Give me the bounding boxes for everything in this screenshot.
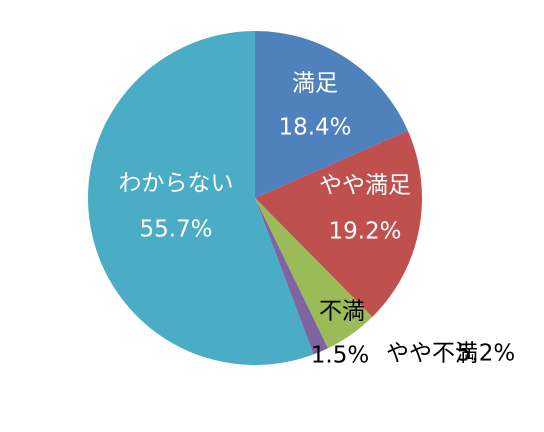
pie-slice — [255, 198, 373, 349]
value-label: 55.7% — [139, 217, 212, 243]
value-label: 1.5% — [311, 343, 369, 369]
value-label: 5.2% — [457, 341, 515, 367]
pie-slice — [255, 198, 328, 355]
category-label: やや不満 — [386, 341, 478, 367]
category-label: わからない — [119, 171, 234, 197]
pie-slice — [88, 31, 314, 365]
value-label: 18.4% — [278, 115, 351, 141]
pie-slice — [255, 31, 408, 198]
category-label: 満足 — [292, 71, 338, 97]
value-label: 19.2% — [328, 219, 401, 245]
category-label: やや満足 — [319, 173, 411, 199]
pie-slice — [255, 130, 422, 317]
category-label: 不満 — [319, 299, 365, 325]
